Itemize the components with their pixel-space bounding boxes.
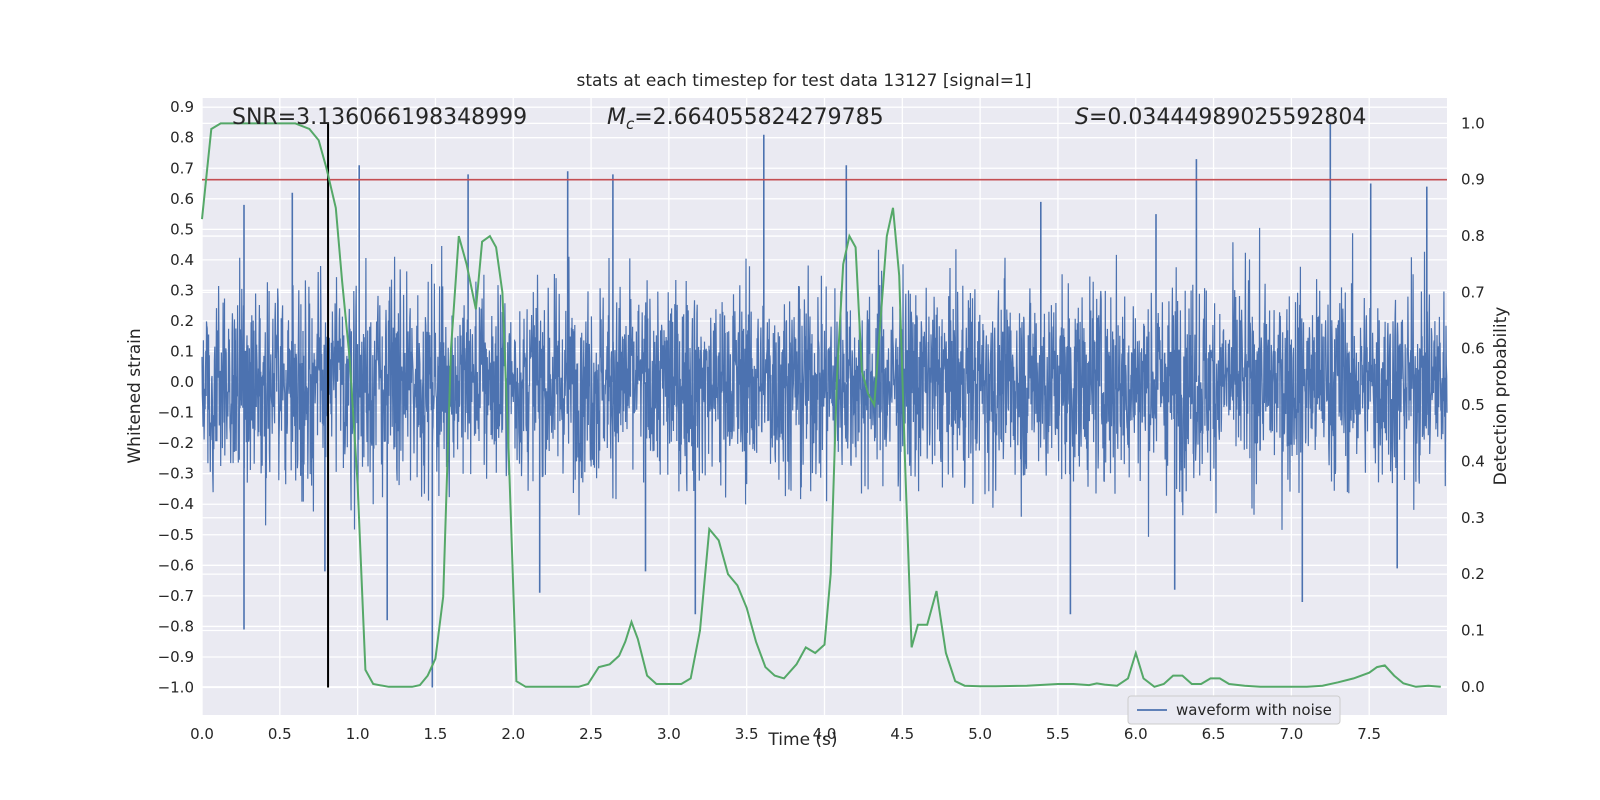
y-right-tick-label: 0.9: [1461, 171, 1485, 189]
y-right-tick-label: 0.0: [1461, 678, 1485, 696]
y-right-tick-label: 0.2: [1461, 565, 1485, 583]
x-tick-label: 5.5: [1046, 725, 1070, 743]
y-left-tick-label: −0.2: [158, 434, 194, 452]
s-symbol: S: [1075, 105, 1089, 130]
x-tick-label: 6.5: [1202, 725, 1226, 743]
y-left-tick-label: 0.5: [170, 220, 194, 238]
y-left-tick-label: −0.8: [158, 617, 194, 635]
y-left-tick-label: 0.1: [170, 343, 194, 361]
y-left-tick-label: 0.7: [170, 159, 194, 177]
y-left-axis-ticks: 0.9 0.8 0.7 0.6 0.5 0.4 0.3 0.2 0.1 0.0 −0.1 −0.2 −0…: [158, 98, 194, 696]
x-tick-label: 3.0: [657, 725, 681, 743]
chirp-mass-value: =2.664055824279785: [634, 105, 883, 130]
chirp-mass-subscript: c: [626, 115, 635, 133]
y-right-tick-label: 0.3: [1461, 509, 1485, 527]
x-tick-label: 2.0: [501, 725, 525, 743]
y-right-tick-label: 0.5: [1461, 396, 1485, 414]
y-left-tick-label: 0.8: [170, 129, 194, 147]
y-right-tick-label: 0.8: [1461, 227, 1485, 245]
x-tick-label: 0.0: [190, 725, 214, 743]
x-tick-label: 2.5: [579, 725, 603, 743]
y-left-tick-label: −0.1: [158, 404, 194, 422]
x-tick-label: 7.0: [1279, 725, 1303, 743]
y-left-tick-label: 0.6: [170, 190, 194, 208]
legend-box: [1127, 695, 1341, 725]
x-axis-label: Time (s): [767, 730, 837, 750]
y-left-tick-label: −0.9: [158, 648, 194, 666]
y-left-tick-label: −0.6: [158, 556, 194, 574]
legend-label-waveform: waveform with noise: [1176, 701, 1332, 719]
x-tick-label: 1.5: [424, 725, 448, 743]
s-value: =0.03444989025592804: [1089, 105, 1366, 130]
y-left-tick-label: −0.3: [158, 465, 194, 483]
y-left-tick-label: −0.7: [158, 587, 194, 605]
chirp-mass-symbol: M: [607, 105, 626, 130]
y-left-axis-label: Whitened strain: [125, 328, 145, 463]
y-left-tick-label: −1.0: [158, 679, 194, 697]
y-right-tick-label: 0.7: [1461, 283, 1485, 301]
y-left-tick-label: 0.3: [170, 281, 194, 299]
y-left-tick-label: 0.0: [170, 373, 194, 391]
y-left-tick-label: 0.4: [170, 251, 194, 269]
s-annotation: S=0.03444989025592804: [1075, 105, 1366, 130]
y-left-tick-label: 0.9: [170, 98, 194, 116]
y-left-tick-label: 0.2: [170, 312, 194, 330]
y-left-tick-label: −0.4: [158, 495, 194, 513]
x-tick-label: 1.0: [346, 725, 370, 743]
x-tick-label: 4.0: [813, 725, 837, 743]
legend: waveform with noise: [1127, 695, 1341, 725]
y-right-tick-label: 0.4: [1461, 452, 1485, 470]
y-right-axis-ticks: 1.0 0.9 0.8 0.7 0.6 0.5 0.4 0.3 0.2 0.1 0.0: [1461, 114, 1485, 695]
waveform-with-noise-line: [201, 227, 1448, 537]
x-tick-label: 7.5: [1357, 725, 1381, 743]
detection-probability-line: [201, 122, 1441, 688]
chirp-mass-annotation: Mc=2.664055824279785: [607, 105, 884, 133]
x-tick-label: 6.0: [1124, 725, 1148, 743]
x-tick-label: 0.5: [268, 725, 292, 743]
chart-title: stats at each timestep for test data 131…: [577, 71, 1032, 91]
x-tick-label: 3.5: [735, 725, 759, 743]
x-axis-ticks: 0.0 0.5 1.0 1.5 2.0 2.5 3.0 3.5 4.0 4.5 5.0 5.5 6.0 6…: [190, 725, 1381, 743]
y-left-tick-label: −0.5: [158, 526, 194, 544]
y-right-tick-label: 0.1: [1461, 621, 1485, 639]
snr-annotation: SNR=3.136066198348999: [232, 105, 527, 130]
y-right-tick-label: 1.0: [1461, 114, 1485, 132]
y-right-axis-label: Detection probability: [1491, 307, 1511, 486]
x-tick-label: 4.5: [890, 725, 914, 743]
y-right-tick-label: 0.6: [1461, 340, 1485, 358]
x-tick-label: 5.0: [968, 725, 992, 743]
waveform-spikes: [243, 122, 1428, 688]
